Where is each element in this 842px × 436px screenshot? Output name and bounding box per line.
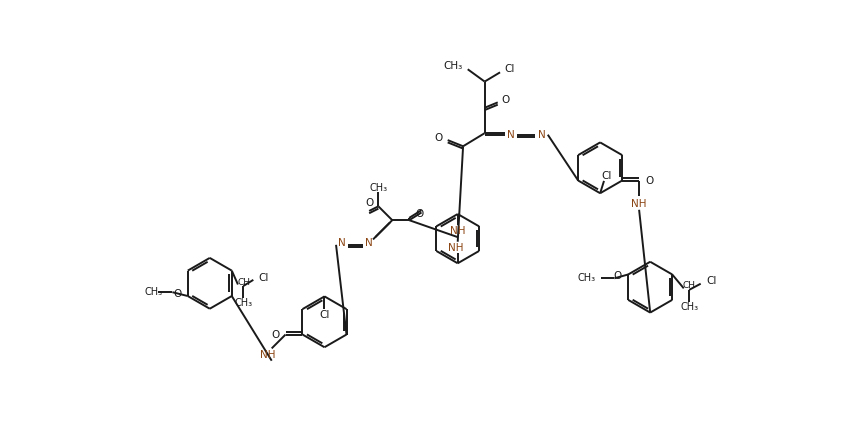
Text: CH₃: CH₃ <box>444 61 463 71</box>
Text: Cl: Cl <box>258 272 269 283</box>
Text: O: O <box>645 176 653 186</box>
Text: CH₃: CH₃ <box>145 287 163 297</box>
Text: N: N <box>507 129 514 140</box>
Text: CH₃: CH₃ <box>578 273 596 283</box>
Text: Cl: Cl <box>601 171 611 181</box>
Text: N: N <box>338 238 346 248</box>
Text: NH: NH <box>450 226 466 236</box>
Text: NH: NH <box>449 243 464 253</box>
Text: O: O <box>502 95 510 105</box>
Text: Cl: Cl <box>319 310 330 320</box>
Text: O: O <box>173 290 182 300</box>
Text: CH: CH <box>238 278 251 286</box>
Text: N: N <box>538 129 546 140</box>
Text: O: O <box>614 271 622 281</box>
Text: CH₃: CH₃ <box>370 183 387 193</box>
Text: O: O <box>415 209 424 219</box>
Text: CH₃: CH₃ <box>680 302 698 312</box>
Text: NH: NH <box>632 199 647 208</box>
Text: O: O <box>434 133 443 143</box>
Text: Cl: Cl <box>504 64 515 74</box>
Text: CH₃: CH₃ <box>234 298 253 308</box>
Text: O: O <box>271 330 280 340</box>
Text: NH: NH <box>260 350 275 360</box>
Text: CH: CH <box>683 281 696 290</box>
Text: N: N <box>365 238 373 248</box>
Text: Cl: Cl <box>706 276 717 286</box>
Text: O: O <box>365 198 374 208</box>
